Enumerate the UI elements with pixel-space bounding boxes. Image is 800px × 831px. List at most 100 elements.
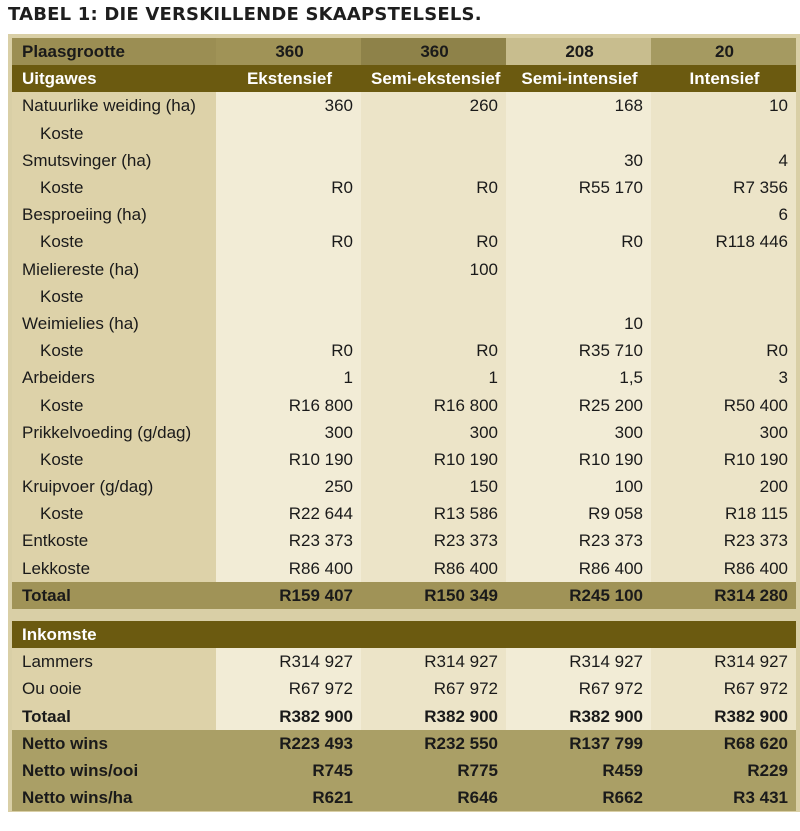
table-cell: R775 bbox=[361, 756, 506, 785]
table-cell: R118 446 bbox=[651, 228, 796, 256]
table-cell: 300 bbox=[216, 418, 361, 446]
table-cell: R23 373 bbox=[506, 527, 651, 555]
expense-row: Mieliereste (ha) 100 bbox=[12, 255, 796, 283]
gap-cell bbox=[12, 608, 796, 621]
table-body: Plaasgrootte 360 360 208 20 Uitgawes Ekstensie… bbox=[12, 38, 796, 812]
table-cell: R22 644 bbox=[216, 500, 361, 528]
table-cell bbox=[361, 309, 506, 338]
table-cell: 1,5 bbox=[506, 364, 651, 392]
table-cell: R86 400 bbox=[506, 554, 651, 582]
table-cell: 1 bbox=[216, 364, 361, 392]
table-cell: R229 bbox=[651, 756, 796, 785]
table-cell bbox=[651, 309, 796, 338]
table-cell: R10 190 bbox=[216, 445, 361, 473]
row-label: Natuurlike weiding (ha) bbox=[12, 92, 216, 120]
table-cell: R3 431 bbox=[651, 784, 796, 812]
row-label: Weimielies (ha) bbox=[12, 309, 216, 338]
row-label: Plaasgrootte bbox=[12, 38, 216, 66]
table-cell: R25 200 bbox=[506, 391, 651, 419]
table-cell: Ekstensief bbox=[216, 65, 361, 93]
table-cell: R314 927 bbox=[361, 648, 506, 676]
table-cell bbox=[216, 255, 361, 283]
table-cell: R621 bbox=[216, 784, 361, 812]
row-label: Koste bbox=[12, 391, 216, 419]
table-cell: R150 349 bbox=[361, 581, 506, 609]
row-label: Totaal bbox=[12, 581, 216, 609]
table-cell: R646 bbox=[361, 784, 506, 812]
row-label: Prikkelvoeding (g/dag) bbox=[12, 418, 216, 446]
row-label: Koste bbox=[12, 282, 216, 310]
row-label: Koste bbox=[12, 119, 216, 147]
row-label: Kruipvoer (g/dag) bbox=[12, 473, 216, 501]
table-cell: R10 190 bbox=[361, 445, 506, 473]
table-cell bbox=[216, 282, 361, 310]
income-row: Lammers R314 927 R314 927 R314 927 R314 927 bbox=[12, 648, 796, 676]
table-cell bbox=[216, 146, 361, 174]
row-label: Lekkoste bbox=[12, 554, 216, 582]
income-header-row: Inkomste bbox=[12, 620, 796, 649]
table-cell: R314 280 bbox=[651, 581, 796, 609]
table-cell: Semi-ekstensief bbox=[361, 65, 506, 93]
table-cell: R0 bbox=[361, 173, 506, 202]
expense-row: Prikkelvoeding (g/dag) 300 300 300 300 bbox=[12, 418, 796, 446]
expense-row: Weimielies (ha) 10 bbox=[12, 309, 796, 338]
table-cell: 250 bbox=[216, 473, 361, 501]
table-cell: 4 bbox=[651, 146, 796, 174]
expenses-total-row: Totaal R159 407 R150 349 R245 100 R314 280 bbox=[12, 581, 796, 609]
table-cell bbox=[361, 146, 506, 174]
table-cell bbox=[651, 282, 796, 310]
table-cell: R86 400 bbox=[651, 554, 796, 582]
table-cell: R35 710 bbox=[506, 337, 651, 365]
expense-row: Koste R0 R0 R35 710 R0 bbox=[12, 337, 796, 365]
table-cell: 1 bbox=[361, 364, 506, 392]
row-label: Mieliereste (ha) bbox=[12, 255, 216, 283]
table-cell: R0 bbox=[361, 337, 506, 365]
sheep-systems-table: Plaasgrootte 360 360 208 20 Uitgawes Ekstensie… bbox=[12, 38, 796, 812]
table-cell: 300 bbox=[651, 418, 796, 446]
table-cell: Semi-intensief bbox=[506, 65, 651, 93]
row-label: Koste bbox=[12, 445, 216, 473]
expense-row: Koste R0 R0 R0 R118 446 bbox=[12, 228, 796, 256]
expense-row: Natuurlike weiding (ha) 360 260 168 10 bbox=[12, 92, 796, 120]
header-row-systems: Uitgawes Ekstensief Semi-ekstensief Semi-in… bbox=[12, 65, 796, 93]
row-label: Arbeiders bbox=[12, 364, 216, 392]
expense-row: Koste R10 190 R10 190 R10 190 R10 190 bbox=[12, 445, 796, 473]
table-cell: R459 bbox=[506, 756, 651, 785]
table-cell: 6 bbox=[651, 201, 796, 229]
row-label: Entkoste bbox=[12, 527, 216, 555]
table-cell: R0 bbox=[651, 337, 796, 365]
table-cell: 208 bbox=[506, 38, 651, 66]
header-row-farm-size: Plaasgrootte 360 360 208 20 bbox=[12, 38, 796, 66]
expense-row: Koste bbox=[12, 282, 796, 310]
table-cell bbox=[361, 119, 506, 147]
table-cell: R0 bbox=[216, 228, 361, 256]
expense-row: Besproeiing (ha) 6 bbox=[12, 201, 796, 229]
table-cell: R16 800 bbox=[216, 391, 361, 419]
table-cell: R23 373 bbox=[361, 527, 506, 555]
row-label: Netto wins/ooi bbox=[12, 756, 216, 785]
row-label: Ou ooie bbox=[12, 675, 216, 703]
row-label: Smutsvinger (ha) bbox=[12, 146, 216, 174]
table-cell: R314 927 bbox=[506, 648, 651, 676]
table-cell bbox=[506, 119, 651, 147]
table-cell bbox=[506, 201, 651, 229]
table-cell: R67 972 bbox=[216, 675, 361, 703]
table-cell: R0 bbox=[361, 228, 506, 256]
table-cell bbox=[651, 119, 796, 147]
expense-row: Entkoste R23 373 R23 373 R23 373 R23 373 bbox=[12, 527, 796, 555]
row-label: Koste bbox=[12, 500, 216, 528]
table-cell: R9 058 bbox=[506, 500, 651, 528]
table-cell: 168 bbox=[506, 92, 651, 120]
table-cell: 3 bbox=[651, 364, 796, 392]
table-cell: R67 972 bbox=[361, 675, 506, 703]
table-cell: R7 356 bbox=[651, 173, 796, 202]
expense-row: Koste bbox=[12, 119, 796, 147]
expense-row: Kruipvoer (g/dag) 250 150 100 200 bbox=[12, 473, 796, 501]
table-cell bbox=[216, 309, 361, 338]
row-label: Koste bbox=[12, 173, 216, 202]
table-cell: R0 bbox=[506, 228, 651, 256]
table-cell: 300 bbox=[506, 418, 651, 446]
expense-row: Koste R22 644 R13 586 R9 058 R18 115 bbox=[12, 500, 796, 528]
table-cell: R159 407 bbox=[216, 581, 361, 609]
profit-row: Netto wins/ha R621 R646 R662 R3 431 bbox=[12, 784, 796, 812]
